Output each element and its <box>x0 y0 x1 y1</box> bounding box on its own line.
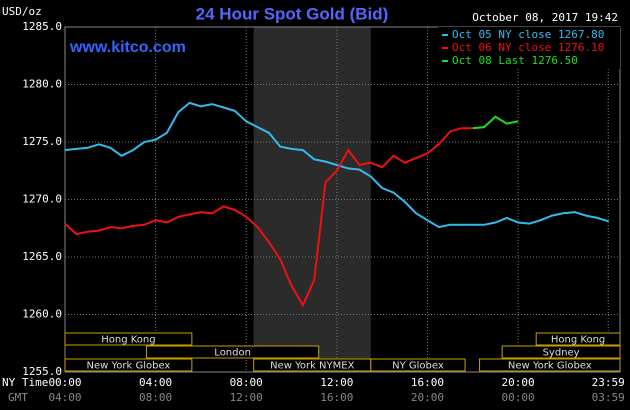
x-tick-label: 12:00 <box>320 376 353 389</box>
y-tick-label: 1280.0 <box>22 78 62 91</box>
x2-tick-label: 16:00 <box>320 391 353 404</box>
x-tick-label: 08:00 <box>230 376 263 389</box>
session-label: Sydney <box>543 348 580 359</box>
x2-tick-label: 03:59 <box>592 391 625 404</box>
nymex-shade <box>253 27 371 372</box>
session-box <box>64 332 193 346</box>
y-tick-label: 1275.0 <box>22 135 62 148</box>
timestamp: October 08, 2017 19:42 <box>472 11 618 24</box>
session-box <box>64 358 193 372</box>
legend-label: Oct 05 NY close 1267.80 <box>452 28 604 41</box>
x2-axis-label: GMT <box>8 391 28 404</box>
y-axis-label: USD/oz <box>2 5 42 18</box>
y-tick-label: 1260.0 <box>22 308 62 321</box>
x2-tick-label: 12:00 <box>230 391 263 404</box>
x-tick-label: 16:00 <box>411 376 444 389</box>
session-box <box>370 358 466 372</box>
session-label: Hong Kong <box>551 335 605 346</box>
x2-tick-label: 08:00 <box>139 391 172 404</box>
legend-box <box>438 27 620 69</box>
x2-tick-label: 20:00 <box>411 391 444 404</box>
y-tick-label: 1270.0 <box>22 193 62 206</box>
plot-border <box>64 26 621 373</box>
session-label: NY Globex <box>392 361 444 372</box>
session-label: New York Globex <box>508 361 592 372</box>
x-tick-label: 04:00 <box>139 376 172 389</box>
session-box <box>146 345 320 359</box>
session-label: New York NYMEX <box>270 361 355 372</box>
x-tick-label: 00:00 <box>48 376 81 389</box>
price-line <box>472 115 519 130</box>
legend-label: Oct 06 NY close 1276.10 <box>452 41 604 54</box>
session-label: New York Globex <box>86 361 170 372</box>
site-label: www.kitco.com <box>69 39 186 56</box>
legend-label: Oct 08 Last 1276.50 <box>452 54 578 67</box>
x2-tick-label: 04:00 <box>48 391 81 404</box>
chart-title: 24 Hour Spot Gold (Bid) <box>196 4 389 23</box>
x-axis-label: NY Time <box>2 376 48 389</box>
x-tick-label: 20:00 <box>501 376 534 389</box>
x-tick-label: 23:59 <box>592 376 625 389</box>
session-box <box>535 332 621 346</box>
y-tick-label: 1255.0 <box>22 365 62 378</box>
x2-tick-label: 00:00 <box>501 391 534 404</box>
y-tick-label: 1285.0 <box>22 20 62 33</box>
price-line <box>64 127 473 308</box>
session-label: Hong Kong <box>101 335 155 346</box>
session-box <box>479 358 621 372</box>
session-box <box>501 345 621 359</box>
price-line <box>64 101 609 229</box>
y-tick-label: 1265.0 <box>22 250 62 263</box>
session-label: London <box>214 348 251 359</box>
